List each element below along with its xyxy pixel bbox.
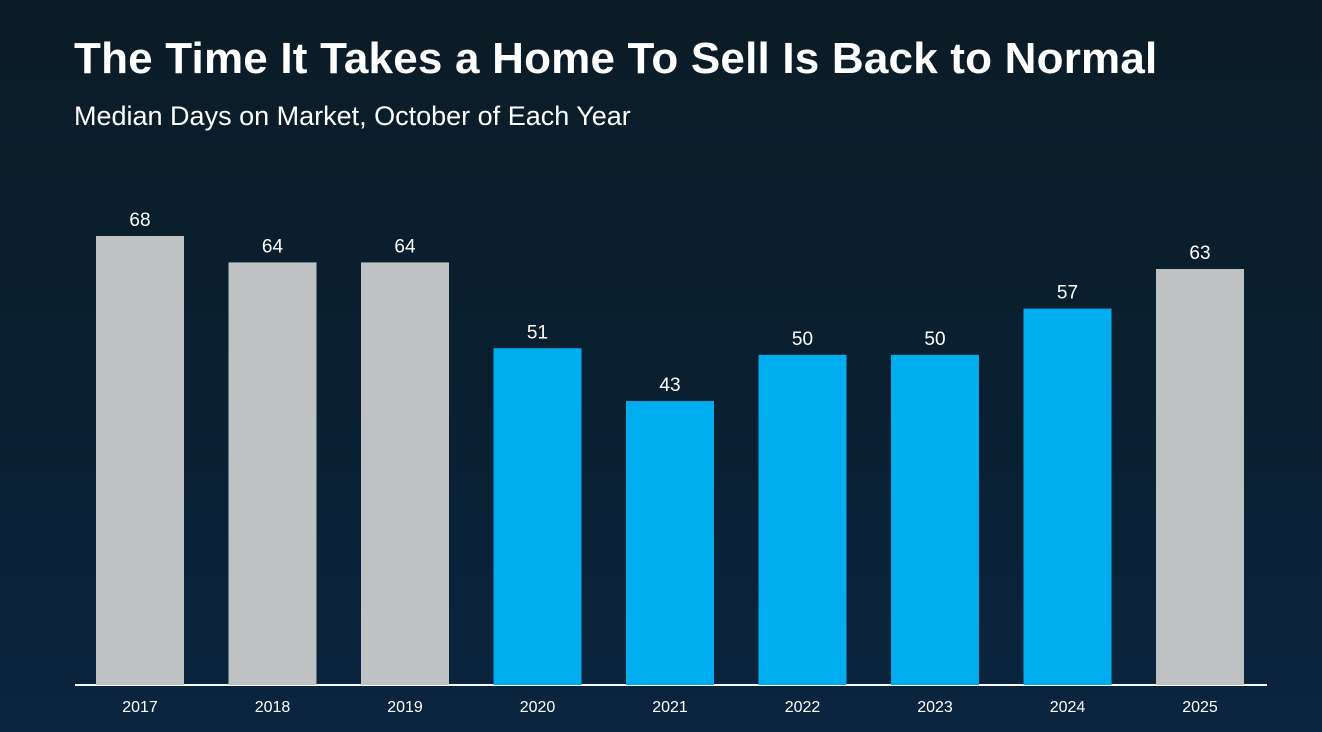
data-label-2017: 68 (129, 210, 150, 231)
x-tick-label-2025: 2025 (1182, 699, 1218, 716)
chart-title: The Time It Takes a Home To Sell Is Back… (74, 34, 1158, 83)
data-label-2018: 64 (262, 236, 284, 257)
bar-2019 (361, 262, 449, 685)
x-tick-label-2022: 2022 (785, 699, 821, 716)
x-tick-label-2020: 2020 (520, 699, 556, 716)
x-tick-label-2023: 2023 (917, 699, 953, 716)
bar-2023 (891, 354, 979, 685)
x-tick-label-2021: 2021 (652, 699, 688, 716)
data-label-2023: 50 (924, 329, 945, 350)
bar-2020 (493, 348, 582, 685)
data-label-2024: 57 (1057, 283, 1078, 304)
data-label-2022: 50 (792, 329, 813, 350)
x-tick-label-2024: 2024 (1050, 699, 1086, 716)
data-label-2020: 51 (527, 322, 548, 343)
bar-2024 (1023, 308, 1112, 685)
data-label-2025: 63 (1189, 243, 1210, 264)
bar-2017 (96, 236, 184, 685)
bar-2022 (758, 354, 847, 685)
chart-subtitle: Median Days on Market, October of Each Y… (74, 101, 631, 131)
x-tick-label-2017: 2017 (122, 699, 158, 716)
data-label-2019: 64 (394, 236, 416, 257)
x-tick-label-2019: 2019 (387, 699, 423, 716)
data-label-2021: 43 (659, 375, 680, 396)
x-tick-label-2018: 2018 (255, 699, 291, 716)
bar-2021 (626, 401, 714, 685)
bar-2018 (228, 262, 317, 685)
bar-2025 (1156, 269, 1244, 685)
